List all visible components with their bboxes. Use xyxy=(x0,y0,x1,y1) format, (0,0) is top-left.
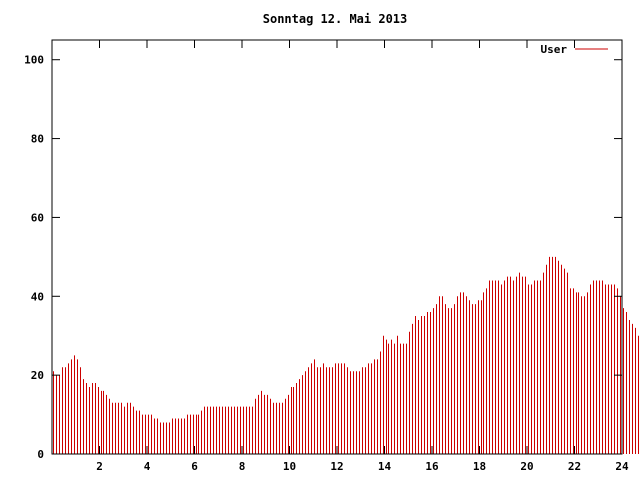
y-axis: 0 20 40 60 80 100 xyxy=(24,54,622,461)
y-tick-label: 0 xyxy=(37,448,44,461)
y-tick-label: 80 xyxy=(31,133,44,146)
series-bars xyxy=(53,256,639,454)
x-tick-label: 2 xyxy=(96,460,103,473)
x-axis: 2 4 6 8 10 12 14 16 18 20 22 24 xyxy=(96,40,629,473)
y-tick-label: 60 xyxy=(31,211,44,224)
x-tick-label: 14 xyxy=(378,460,392,473)
chart-title: Sonntag 12. Mai 2013 xyxy=(263,12,408,26)
x-tick-label: 6 xyxy=(191,460,198,473)
y-tick-label: 40 xyxy=(31,290,44,303)
legend: User xyxy=(541,43,608,56)
y-tick-label: 20 xyxy=(31,369,44,382)
plot-frame xyxy=(51,39,623,455)
x-tick-label: 8 xyxy=(239,460,246,473)
x-tick-label: 24 xyxy=(615,460,629,473)
x-tick-label: 4 xyxy=(144,460,151,473)
x-tick-label: 22 xyxy=(568,460,581,473)
legend-label-user: User xyxy=(541,43,568,56)
x-tick-label: 12 xyxy=(330,460,343,473)
x-tick-label: 16 xyxy=(425,460,439,473)
y-tick-label: 100 xyxy=(24,54,44,67)
x-tick-label: 18 xyxy=(473,460,486,473)
x-tick-label: 10 xyxy=(283,460,296,473)
x-tick-label: 20 xyxy=(520,460,533,473)
